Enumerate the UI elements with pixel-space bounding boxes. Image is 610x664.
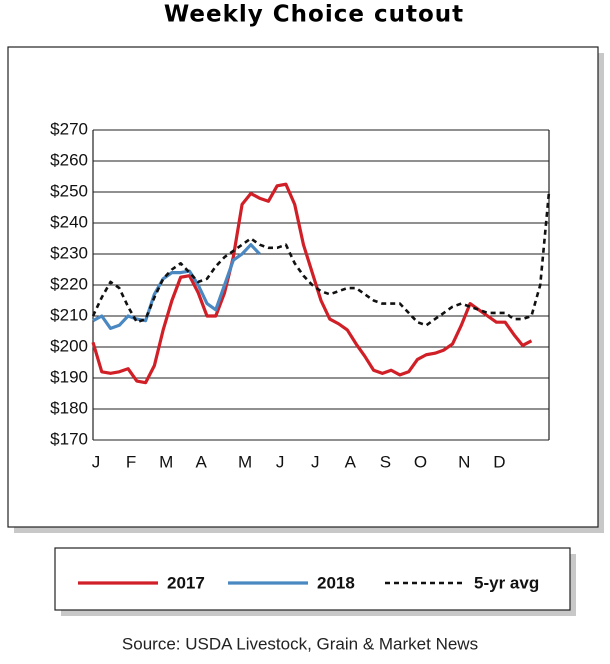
x-tick-label: A	[196, 452, 208, 471]
y-tick-label: $170	[50, 429, 88, 448]
x-tick-label: F	[126, 452, 136, 471]
y-tick-label: $260	[50, 150, 88, 169]
y-tick-label: $220	[50, 274, 88, 293]
x-tick-label: O	[414, 452, 427, 471]
y-tick-label: $250	[50, 181, 88, 200]
x-tick-label: J	[92, 452, 101, 471]
y-tick-label: $230	[50, 243, 88, 262]
x-tick-label: A	[345, 452, 357, 471]
legend-label: 5-yr avg	[474, 573, 539, 592]
x-tick-label: M	[238, 452, 252, 471]
x-tick-label: M	[159, 452, 173, 471]
series-line	[92, 243, 261, 330]
chart-title: Weekly Choice cutout	[164, 2, 464, 28]
y-tick-label: $210	[50, 305, 88, 324]
y-tick-label: $270	[50, 119, 88, 138]
y-tick-label: $180	[50, 398, 88, 417]
y-tick-label: $240	[50, 212, 88, 231]
legend-box	[54, 547, 571, 611]
x-tick-label: J	[276, 452, 285, 471]
series-line	[91, 182, 533, 385]
y-tick-label: $190	[50, 367, 88, 386]
legend-label: 2017	[167, 573, 205, 592]
x-tick-label: J	[311, 452, 320, 471]
legend-label: 2018	[317, 573, 355, 592]
x-tick-label: S	[380, 452, 391, 471]
y-tick-label: $200	[50, 336, 88, 355]
x-tick-label: D	[493, 452, 505, 471]
source-note: Source: USDA Livestock, Grain & Market N…	[122, 634, 478, 653]
x-tick-label: N	[458, 452, 470, 471]
